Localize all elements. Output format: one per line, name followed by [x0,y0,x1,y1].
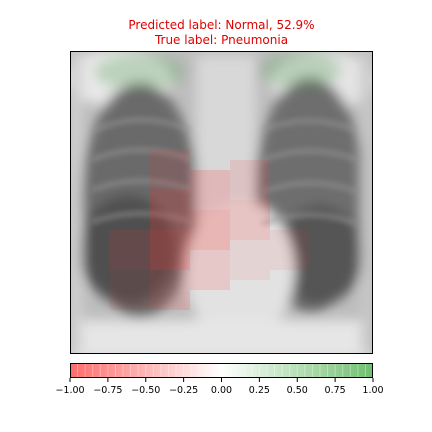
xray-image [63,50,380,360]
colorbar-tick-label: 0.00 [211,385,232,396]
colorbar-tick-label: 0.25 [249,385,270,396]
colorbar: −1.00 −0.75 −0.50 −0.25 0.00 0.25 0.50 0.75 1.00 [55,363,383,396]
colorbar-tick-label: −0.50 [131,385,160,396]
colorbar-tick-label: 0.75 [325,385,346,396]
colorbar-tick-label: 0.50 [287,385,308,396]
colorbar-tick-label: −1.00 [55,385,84,396]
colorbar-tick-label: 1.00 [362,385,383,396]
colorbar-tick-label: −0.25 [169,385,198,396]
colorbar-tick-label: −0.75 [93,385,122,396]
